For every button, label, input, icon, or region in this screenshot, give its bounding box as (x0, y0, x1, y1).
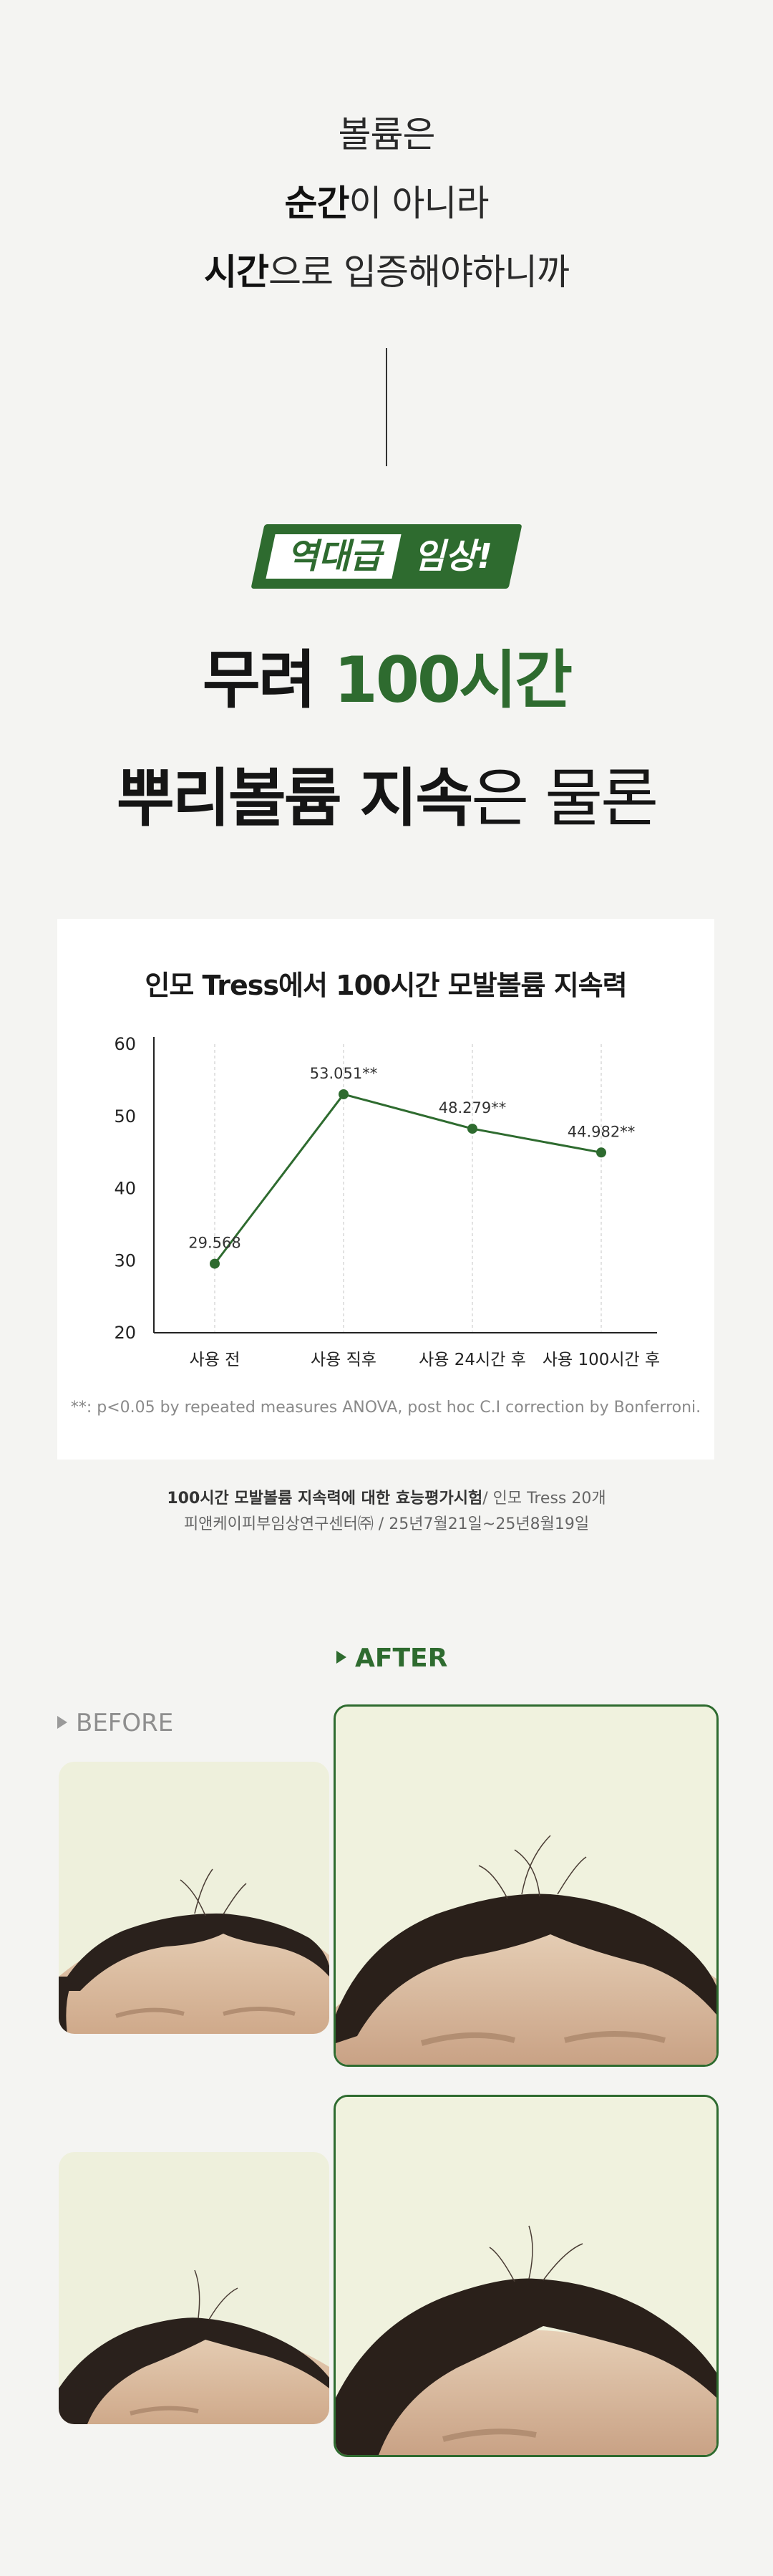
after-photo-1-image (336, 1707, 716, 2065)
before-photo-2 (59, 2152, 329, 2424)
data-point-1 (339, 1089, 349, 1100)
data-label-3: 44.982** (568, 1123, 635, 1140)
triangle-right-icon (336, 1651, 346, 1664)
before-photo-1-image (59, 1762, 329, 2034)
intro-line-1-text: 볼륨은 (338, 114, 436, 155)
x-tick-label-3: 사용 100시간 후 (543, 1351, 660, 1369)
badge-text-2: 임상! (413, 536, 493, 577)
intro-line-2-rest: 이 아니라 (349, 183, 490, 224)
after-photo-1 (334, 1704, 719, 2067)
headline-light: 은 물론 (471, 761, 658, 835)
headline-prefix: 무려 (202, 643, 334, 717)
source-line-1: 100시간 모발볼륨 지속력에 대한 효능평가시험/ 인모 Tress 20개 (0, 1486, 773, 1512)
data-point-0 (210, 1258, 220, 1269)
intro-line-2-bold: 순간 (284, 183, 350, 224)
intro-line-3-bold: 시간 (204, 251, 269, 293)
before-photo-2-image (59, 2152, 329, 2424)
y-tick-label-3: 50 (114, 1106, 136, 1127)
line-chart: 20 30 40 50 60 사용 전 사용 직후 사용 24시간 후 사용 100시간 후 29… (114, 1034, 660, 1369)
source-line-2-text: 피앤케이피부임상연구센터㈜ / 25년7월21일~25년8월19일 (183, 1515, 590, 1533)
headline-green: 100시간 (334, 643, 573, 717)
y-tick-label-4: 60 (114, 1034, 136, 1054)
intro-line-2: 순간이 아니라 (0, 176, 773, 231)
after-photo-2-image (336, 2097, 716, 2455)
headline-bold: 뿌리볼륨 지속 (116, 761, 473, 835)
intro-line-3-rest: 으로 입증해야하니까 (268, 251, 570, 293)
y-tick-label-0: 20 (114, 1323, 136, 1343)
chart-card: 인모 Tress에서 100시간 모발볼륨 지속력 20 30 40 50 60 사용 전… (57, 919, 714, 1460)
headline-line-1: 무려 100시간 (0, 641, 773, 720)
y-tick-label-2: 40 (114, 1179, 136, 1199)
triangle-right-icon (57, 1715, 67, 1729)
data-point-3 (596, 1147, 606, 1158)
before-label: BEFORE (57, 1709, 173, 1737)
divider-vertical-line (386, 348, 387, 466)
data-label-2: 48.279** (439, 1099, 506, 1116)
after-photo-2 (334, 2095, 719, 2457)
series-line (213, 1093, 602, 1265)
data-label-0: 29.568 (188, 1235, 240, 1252)
chart-footnote: **: p<0.05 by repeated measures ANOVA, p… (70, 1399, 701, 1417)
headline-line-2: 뿌리볼륨 지속은 물론 (0, 759, 773, 838)
intro-line-3: 시간으로 입증해야하니까 (0, 245, 773, 299)
source-line-2: 피앤케이피부임상연구센터㈜ / 25년7월21일~25년8월19일 (0, 1512, 773, 1538)
badge-text-1: 역대급 (286, 536, 382, 577)
before-label-text: BEFORE (76, 1709, 174, 1737)
after-label-text: AFTER (355, 1644, 448, 1673)
source-line-1-rest: / 인모 Tress 20개 (482, 1490, 606, 1508)
chart-title: 인모 Tress에서 100시간 모발볼륨 지속력 (145, 970, 627, 1001)
x-tick-label-2: 사용 24시간 후 (419, 1351, 526, 1369)
data-label-1: 53.051** (310, 1065, 377, 1082)
source-line-1-bold: 100시간 모발볼륨 지속력에 대한 효능평가시험 (167, 1490, 483, 1508)
before-photo-1 (59, 1762, 329, 2034)
x-tick-label-0: 사용 전 (190, 1351, 240, 1369)
x-tick-label-1: 사용 직후 (311, 1351, 376, 1369)
data-point-2 (467, 1124, 477, 1134)
y-tick-label-1: 30 (114, 1250, 136, 1270)
intro-line-1: 볼륨은 (0, 107, 773, 162)
after-label: AFTER (336, 1644, 447, 1673)
